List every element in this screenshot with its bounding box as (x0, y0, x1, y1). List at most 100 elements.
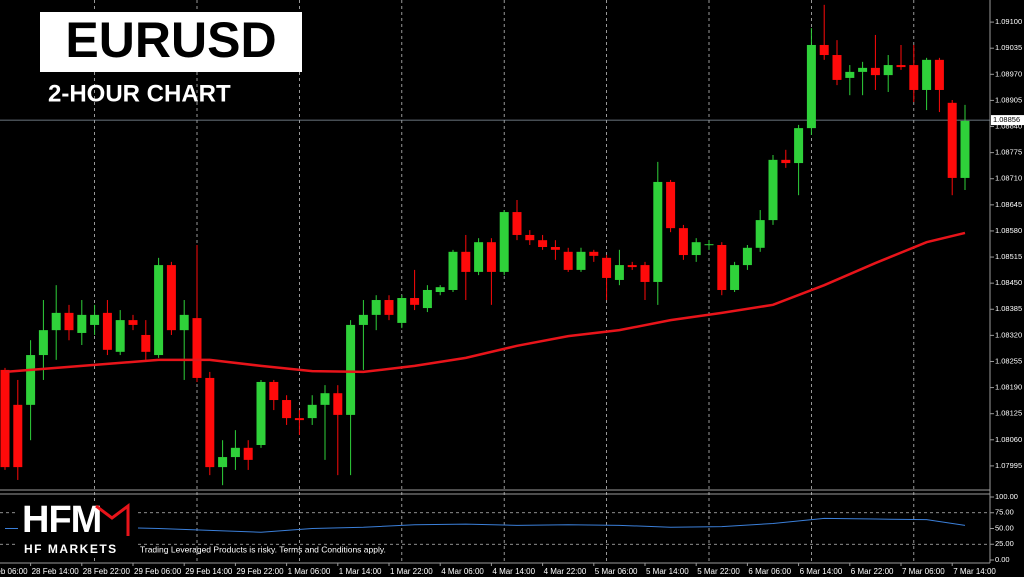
candle-body (205, 377, 215, 468)
brand-name: HF MARKETS (24, 542, 118, 556)
candle-body (781, 159, 791, 164)
y-tick-label: 1.08905 (995, 95, 1022, 104)
disclaimer: Trading Leveraged Products is risky. Ter… (140, 544, 386, 554)
candle-body (922, 59, 932, 90)
osc-tick-label: 25.00 (995, 539, 1014, 548)
candle-body (269, 381, 279, 401)
candle-body (243, 447, 253, 460)
candle-body (602, 257, 612, 278)
y-tick-label: 1.08645 (995, 200, 1022, 209)
candle-body (896, 65, 906, 68)
x-tick-label: 1 Mar 14:00 (339, 567, 382, 576)
candle-body (666, 181, 676, 229)
candle-body (397, 298, 407, 323)
x-tick-label: 4 Mar 14:00 (492, 567, 535, 576)
x-tick-label: 28 Feb 22:00 (83, 567, 131, 576)
candle-body (883, 65, 893, 76)
y-tick-label: 1.08190 (995, 383, 1022, 392)
x-tick-label: 28 Feb 06:00 (0, 567, 28, 576)
x-tick-label: 29 Feb 14:00 (185, 567, 233, 576)
candle-body (717, 245, 727, 290)
y-tick-label: 1.08060 (995, 435, 1022, 444)
x-tick-label: 7 Mar 06:00 (902, 567, 945, 576)
candle-body (282, 400, 292, 419)
candle-body (230, 447, 240, 458)
candle-body (371, 300, 381, 315)
y-tick-label: 1.08450 (995, 278, 1022, 287)
candle-body (128, 320, 138, 325)
candle-body (806, 44, 816, 129)
candle-body (627, 265, 637, 268)
candle-body (77, 314, 87, 333)
candle-body (947, 102, 957, 178)
candle-body (755, 220, 765, 248)
candle-body (704, 244, 714, 246)
moving-average (4, 231, 966, 374)
candle-body (320, 393, 330, 405)
y-tick-label: 1.07995 (995, 461, 1022, 470)
x-tick-label: 7 Mar 14:00 (953, 567, 996, 576)
candle-body (640, 265, 650, 282)
candle-body (192, 318, 202, 378)
y-tick-label: 1.08840 (995, 122, 1022, 131)
candle-body (461, 251, 471, 272)
x-tick-label: 28 Feb 14:00 (32, 567, 80, 576)
osc-tick-label: 0.00 (995, 555, 1010, 564)
x-tick-label: 29 Feb 22:00 (236, 567, 284, 576)
x-tick-label: 5 Mar 14:00 (646, 567, 689, 576)
x-tick-label: 6 Mar 06:00 (748, 567, 791, 576)
candle-body (730, 265, 740, 290)
y-tick-label: 1.09035 (995, 43, 1022, 52)
candle-body (166, 265, 176, 331)
candle-body (576, 251, 586, 270)
x-tick-label: 4 Mar 22:00 (544, 567, 587, 576)
candle-body (563, 251, 573, 270)
y-tick-label: 1.08775 (995, 148, 1022, 157)
y-tick-label: 1.08125 (995, 409, 1022, 418)
candle-body (64, 312, 74, 331)
candle-body (819, 44, 829, 56)
current-price-label: 1.08856 (993, 115, 1020, 124)
candle-body (115, 320, 125, 352)
candle-body (768, 159, 778, 221)
candle-body (653, 181, 663, 282)
chart-subtitle: 2-HOUR CHART (48, 80, 231, 107)
candle-body (358, 314, 368, 325)
candle-body (0, 369, 10, 468)
candle-body (38, 330, 48, 356)
candle-body (499, 212, 509, 272)
y-tick-label: 1.08385 (995, 304, 1022, 313)
candle-body (794, 128, 804, 164)
x-tick-label: 1 Mar 06:00 (288, 567, 331, 576)
candle-body (909, 65, 919, 90)
candle-body (218, 457, 228, 468)
oscillator-line (5, 517, 966, 533)
candle-body (141, 334, 151, 352)
x-tick-label: 1 Mar 22:00 (390, 567, 433, 576)
logo-accent (95, 503, 130, 536)
candle-body (960, 120, 970, 178)
candle-body (832, 55, 842, 80)
candle-body (691, 242, 701, 256)
x-tick-label: 5 Mar 22:00 (697, 567, 740, 576)
candle-body (26, 355, 36, 405)
candle-body (410, 298, 420, 305)
candle-body (256, 381, 266, 446)
candle-body (154, 265, 164, 356)
candle-body (102, 312, 112, 350)
candle-body (614, 265, 624, 280)
y-tick-label: 1.08710 (995, 174, 1022, 183)
candle-body (294, 418, 304, 421)
candle-body (589, 251, 599, 256)
osc-tick-label: 75.00 (995, 508, 1014, 517)
candle-body (538, 240, 548, 248)
x-tick-label: 6 Mar 14:00 (800, 567, 843, 576)
candle-body (435, 287, 445, 292)
y-tick-label: 1.08255 (995, 356, 1022, 365)
candle-body (179, 314, 189, 331)
candle-body (742, 247, 752, 266)
candle-body (474, 242, 484, 272)
candle-body (307, 404, 317, 419)
chart-title: EURUSD (65, 12, 276, 68)
